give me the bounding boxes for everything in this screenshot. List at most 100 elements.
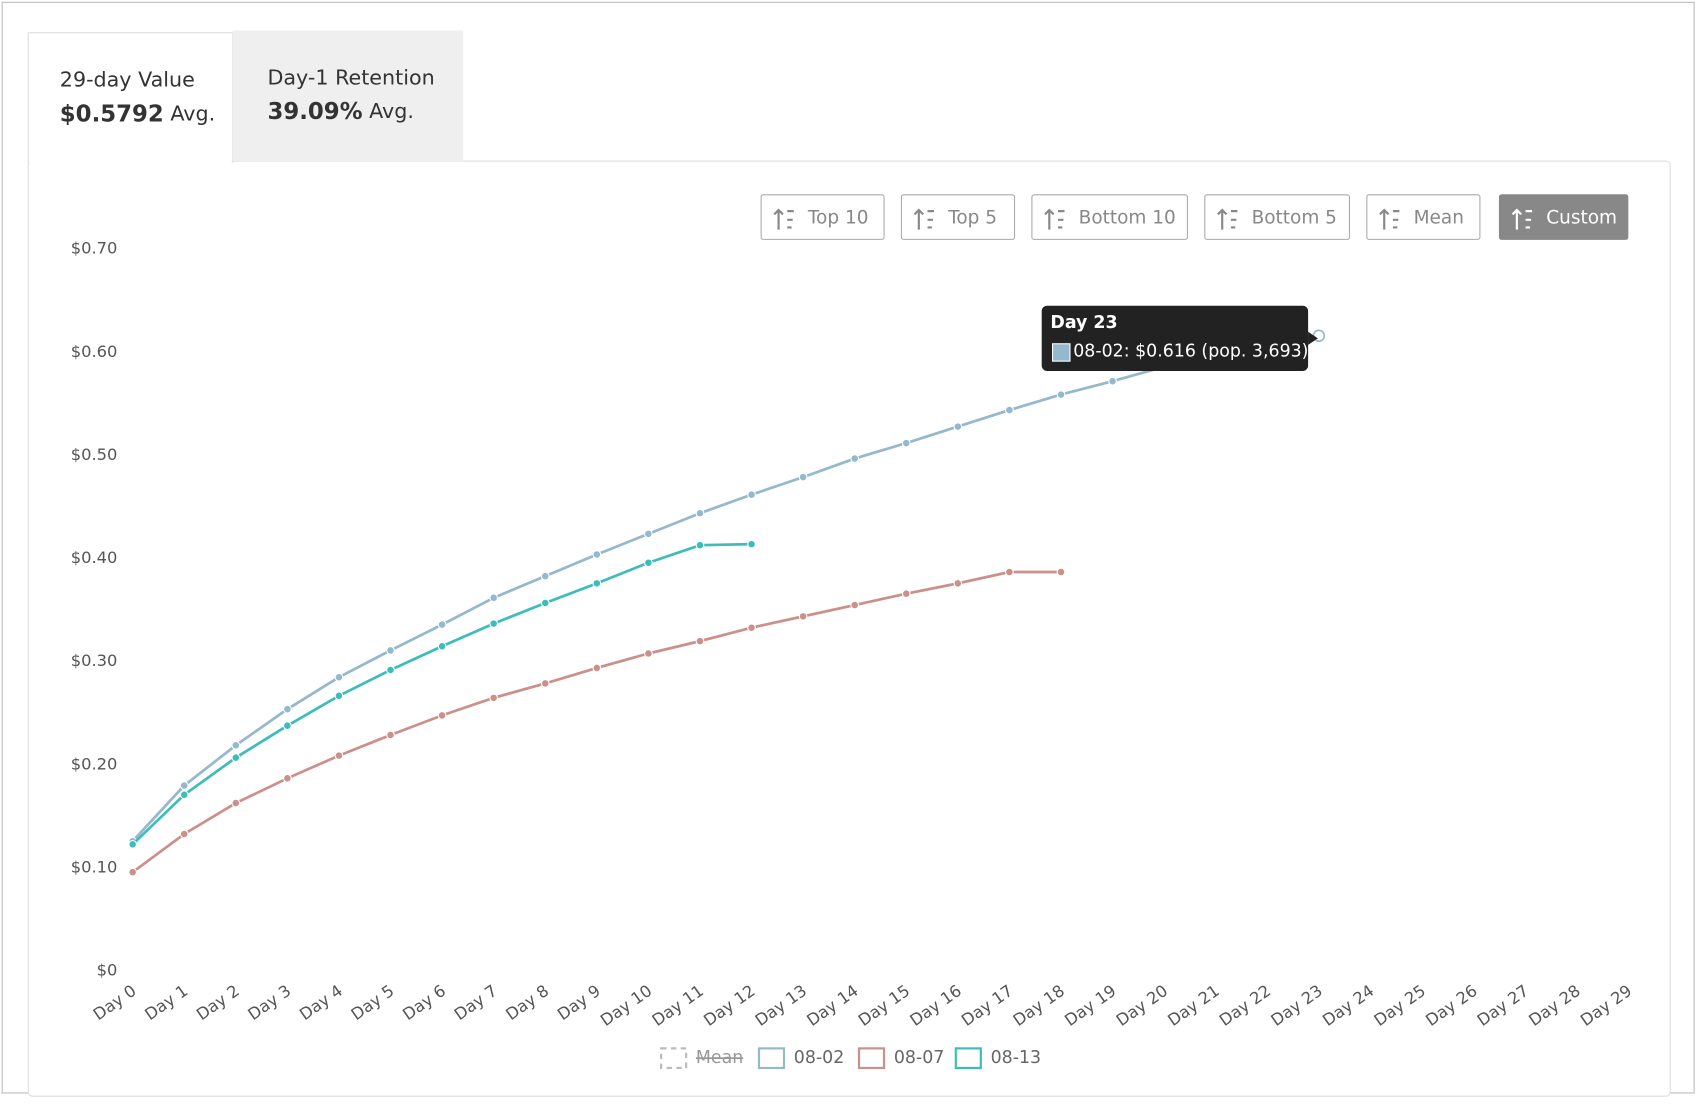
data-point — [489, 593, 499, 603]
data-point — [489, 619, 499, 628]
legend-item[interactable]: 08-13 — [954, 1047, 1042, 1070]
tab-label: 29-day Value — [60, 68, 195, 92]
button-icon — [773, 208, 794, 230]
legend-label: 08-07 — [894, 1048, 945, 1068]
legend-swatch — [757, 1047, 786, 1070]
legend-swatch — [954, 1047, 982, 1070]
data-point — [489, 693, 499, 703]
button-label: Top 10 — [807, 208, 869, 229]
data-point — [901, 438, 911, 448]
data-point — [953, 579, 963, 588]
data-point — [179, 781, 189, 790]
y-tick-label: $0.60 — [71, 342, 118, 361]
y-tick-label: $0.70 — [71, 239, 118, 258]
data-point — [747, 539, 756, 549]
data-point — [850, 600, 860, 610]
data-point — [437, 641, 447, 651]
data-point — [953, 422, 963, 431]
tooltip-arrow — [1308, 331, 1318, 345]
button[interactable]: Top 10 — [760, 194, 885, 240]
tab-bg — [232, 30, 464, 162]
data-point — [1056, 390, 1066, 399]
button-icon — [1511, 208, 1533, 230]
button-bg — [1498, 194, 1629, 240]
button-bg — [1204, 194, 1350, 240]
data-point — [334, 691, 344, 701]
panel — [27, 160, 1671, 1097]
tooltip-text: 08-02: $0.616 (pop. 3,693) — [1073, 341, 1308, 361]
button-label: Top 5 — [947, 208, 997, 229]
series-line — [131, 334, 1320, 843]
data-point — [386, 665, 395, 675]
legend-label: Mean — [696, 1048, 743, 1068]
y-tick-label: $0.40 — [71, 548, 118, 567]
tab[interactable]: Day-1 Retention 39.09% Avg. — [232, 30, 464, 162]
y-tick-label: $0.50 — [71, 445, 118, 464]
data-point — [695, 636, 705, 646]
data-point — [231, 753, 241, 763]
data-point — [386, 730, 395, 740]
data-point — [334, 672, 344, 682]
tab-label: Day-1 Retention — [267, 65, 434, 89]
data-point — [283, 773, 292, 783]
tab-number: 39.09% — [267, 99, 362, 125]
data-point — [231, 740, 241, 750]
data-point — [644, 649, 653, 658]
data-point — [747, 490, 756, 500]
button-bg — [760, 194, 885, 240]
button[interactable]: Bottom 5 — [1204, 194, 1350, 240]
button-bg — [1031, 194, 1188, 240]
data-point — [798, 472, 808, 482]
data-point — [283, 704, 292, 714]
tab-bg — [27, 32, 234, 163]
data-point — [1056, 567, 1066, 577]
button-label: Bottom 10 — [1079, 208, 1176, 229]
y-tick-label: $0.20 — [71, 754, 118, 773]
tab-suffix: Avg. — [170, 101, 215, 125]
data-point — [644, 558, 653, 568]
tab-value: $0.5792 Avg. — [60, 101, 215, 127]
tooltip: Day 23 08-02: $0.616 (pop. 3,693) — [1041, 305, 1318, 371]
data-point — [592, 550, 602, 559]
tooltip-bg — [1041, 305, 1309, 371]
legend-item[interactable]: 08-02 — [757, 1047, 845, 1070]
legend-item[interactable]: 08-07 — [857, 1047, 945, 1070]
button-label: Bottom 5 — [1252, 208, 1337, 229]
tab-value: 39.09% Avg. — [267, 99, 413, 125]
data-point — [1108, 376, 1117, 386]
button[interactable]: Top 5 — [900, 194, 1016, 240]
data-point — [128, 867, 138, 877]
data-point — [437, 620, 447, 629]
data-point — [179, 790, 189, 800]
y-tick-label: $0.30 — [71, 651, 118, 670]
data-point — [179, 829, 189, 839]
tab[interactable]: 29-day Value $0.5792 Avg. — [27, 32, 234, 164]
data-point — [128, 839, 138, 849]
data-point — [386, 646, 395, 655]
data-point — [231, 798, 241, 808]
data-point — [695, 540, 705, 550]
data-point — [850, 454, 860, 463]
data-point — [747, 623, 756, 633]
legend-label: 08-02 — [794, 1048, 845, 1068]
data-point — [1005, 567, 1014, 577]
button[interactable]: Mean — [1366, 194, 1481, 240]
button-label: Mean — [1414, 208, 1464, 229]
button[interactable]: Bottom 10 — [1031, 194, 1188, 240]
tooltip-title: Day 23 — [1050, 313, 1117, 333]
legend-label: 08-13 — [991, 1048, 1042, 1068]
legend-item[interactable]: Mean — [660, 1047, 743, 1070]
tooltip-swatch — [1052, 343, 1071, 362]
data-point — [695, 508, 705, 518]
y-tick-label: $0 — [97, 961, 118, 980]
tab-number: $0.5792 — [60, 101, 164, 127]
button[interactable]: Custom — [1498, 194, 1629, 240]
button-icon — [913, 208, 935, 230]
data-point — [540, 571, 550, 581]
data-point — [644, 529, 653, 539]
tab-suffix: Avg. — [369, 99, 414, 123]
legend-swatch — [857, 1047, 886, 1070]
button-label: Custom — [1546, 208, 1617, 229]
